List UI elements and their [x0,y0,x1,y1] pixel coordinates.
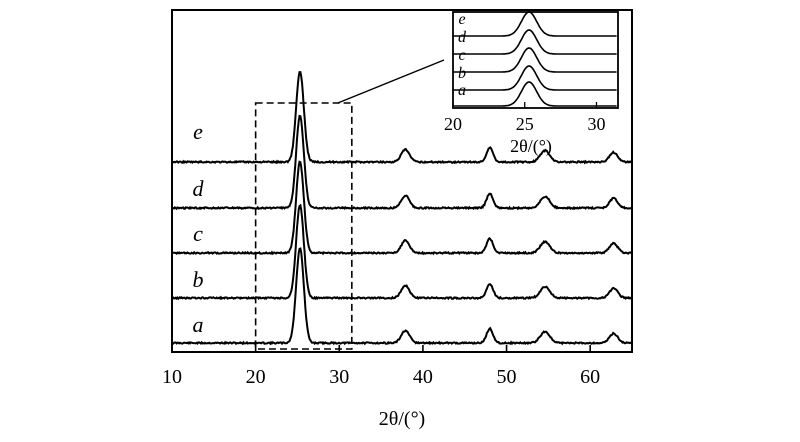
series-line-c [171,160,633,256]
main-x-axis: 10 20 30 40 50 60 [162,345,600,388]
inset-series-line-e [453,11,617,37]
series-line-b [172,203,632,301]
inset-series-line-a [453,81,617,107]
series-label-a: a [193,312,204,337]
inset-series-group [453,11,617,107]
inset-x-tick-label: 20 [444,114,462,134]
inset-series-label-e: e [458,11,465,28]
x-tick-label: 10 [162,366,182,388]
inset-series-line-c [453,47,617,73]
x-tick-label: 30 [329,366,349,388]
inset-x-tick-label: 25 [516,114,534,134]
series-label-c: c [193,221,203,246]
series-line-e [171,71,632,165]
x-tick-label: 50 [497,366,517,388]
series-label-b: b [193,267,204,292]
series-line-d [172,114,633,211]
series-label-d: d [193,176,205,201]
inset-x-tick-label: 30 [587,114,605,134]
x-tick-label: 20 [246,366,266,388]
inset-x-axis-title: 2θ/(°) [510,136,552,157]
inset-series-label-b: b [458,65,466,82]
x-axis-title: 2θ/(°) [379,408,425,430]
inset-x-axis: 20 25 30 [444,102,605,134]
inset-series-label-a: a [458,82,466,99]
inset-frame [452,11,619,109]
inset-series-label-d: d [458,29,467,46]
series-line-a [171,247,633,346]
inset-callout-line [337,59,445,104]
series-label-e: e [193,119,203,144]
x-tick-label: 40 [413,366,433,388]
inset-series-line-b [453,65,617,91]
main-series-group [171,71,633,346]
inset-series-line-d [453,29,617,55]
main-plot-frame [171,9,633,353]
highlight-box [254,102,353,350]
inset-series-label-c: c [458,47,465,64]
x-tick-label: 60 [580,366,600,388]
